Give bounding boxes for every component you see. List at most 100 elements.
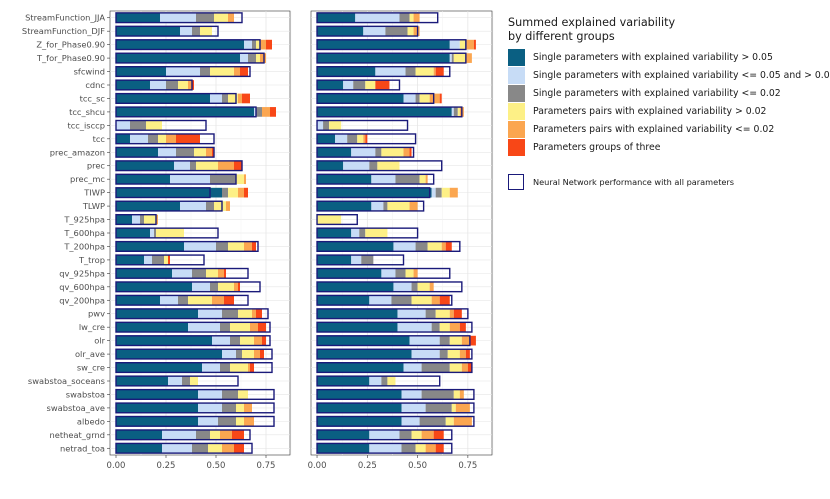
bar-segment [242, 93, 250, 104]
bar-segment [164, 255, 168, 265]
bar-segment [317, 228, 352, 238]
bar-segment [166, 66, 200, 77]
bar-segment [116, 429, 162, 440]
bar-segment [387, 376, 396, 386]
bar-segment [154, 228, 156, 238]
bar-segment [192, 443, 208, 454]
bar-segment [176, 147, 194, 158]
nn-outline [115, 119, 207, 131]
bar-segment [248, 53, 256, 63]
bar-segment [218, 416, 236, 427]
bar-segment [369, 160, 378, 171]
nn-outline [115, 375, 239, 387]
bar-segment [431, 295, 440, 306]
bar-segment [228, 93, 238, 104]
bar-segment [202, 362, 220, 373]
legend-item-nn-performance: Neural Network performance with all para… [508, 174, 824, 190]
nn-outline [316, 146, 415, 158]
bar-segment [234, 281, 238, 292]
bar-segment [433, 429, 444, 440]
nn-outline [115, 25, 219, 37]
bar-segment [445, 416, 454, 427]
nn-outline [115, 402, 275, 414]
bar-segment [178, 80, 188, 90]
legend-item-pairs-gt002: Parameters pairs with explained variabil… [508, 102, 824, 120]
bar-segment [190, 376, 198, 386]
bar-segment [228, 241, 244, 252]
y-tick-label: olr [94, 336, 105, 346]
y-tick-label: T_200hpa [63, 241, 105, 251]
bar-segment [317, 160, 344, 171]
bar-segment [351, 255, 362, 265]
bar-segment [198, 389, 222, 400]
nn-outline [316, 119, 409, 131]
nn-outline [316, 52, 467, 64]
bar-segment [439, 295, 450, 306]
bar-segment [461, 362, 468, 373]
bar-segment [405, 66, 416, 77]
bar-segment [375, 80, 390, 90]
bar-segment [116, 416, 198, 427]
bar-segment [369, 429, 400, 440]
bar-segment [355, 12, 400, 23]
nn-outline [316, 214, 358, 226]
x-tick-label: 0.25 [358, 461, 377, 471]
bar-segment [439, 349, 448, 359]
bar-segment [174, 160, 190, 171]
nn-outline [316, 106, 463, 118]
bar-segment [270, 107, 276, 117]
bar-segment [210, 93, 222, 104]
bar-segment [212, 295, 224, 306]
bar-segment [387, 201, 410, 211]
nn-outline [115, 12, 243, 24]
x-tick-label: 0.25 [157, 461, 176, 471]
y-tick-label: Z_for_Phase0.90 [36, 40, 105, 50]
bar-segment [116, 39, 244, 50]
bar-segment [365, 133, 368, 144]
bar-segment [224, 268, 226, 279]
bar-segment [256, 53, 260, 63]
bar-segment [427, 241, 442, 252]
bar-segment [439, 335, 450, 346]
bar-segment [116, 107, 254, 117]
bar-segment [397, 308, 426, 319]
bar-segment [162, 443, 192, 454]
bar-segment [244, 39, 252, 50]
bar-segment [210, 66, 234, 77]
bar-segment [377, 160, 400, 171]
bar-segment [445, 241, 452, 252]
x-tick-label: 0.00 [107, 461, 126, 471]
bar-segment [343, 160, 370, 171]
bar-segment [232, 429, 244, 440]
bar-segment [453, 389, 460, 400]
bar-segment [192, 281, 210, 292]
nn-outline [115, 133, 215, 145]
bar-segment [317, 12, 356, 23]
bar-segment [317, 120, 324, 131]
bar-segment [218, 160, 234, 171]
bar-segment [116, 443, 162, 454]
bar-segment [317, 53, 450, 63]
bar-segment [190, 160, 196, 171]
bar-segment [146, 120, 162, 131]
bar-segment [465, 53, 472, 63]
bar-segment [411, 349, 440, 359]
bar-segment [415, 93, 420, 104]
bar-segment [116, 53, 240, 63]
y-tick-label: pwv [88, 309, 105, 319]
bar-segment [116, 160, 174, 171]
bar-segment [329, 120, 342, 131]
bar-segment [116, 389, 198, 400]
bar-segment [449, 335, 462, 346]
nn-outline [316, 335, 471, 347]
nn-outline [316, 388, 475, 400]
bar-segment [188, 295, 212, 306]
nn-outline [316, 92, 435, 104]
bar-segment [196, 429, 210, 440]
bar-segment [401, 443, 416, 454]
bar-segment [461, 335, 470, 346]
bar-segment [130, 133, 148, 144]
nn-outline [115, 39, 261, 51]
bar-segment [158, 133, 166, 144]
bar-segment [234, 66, 240, 77]
